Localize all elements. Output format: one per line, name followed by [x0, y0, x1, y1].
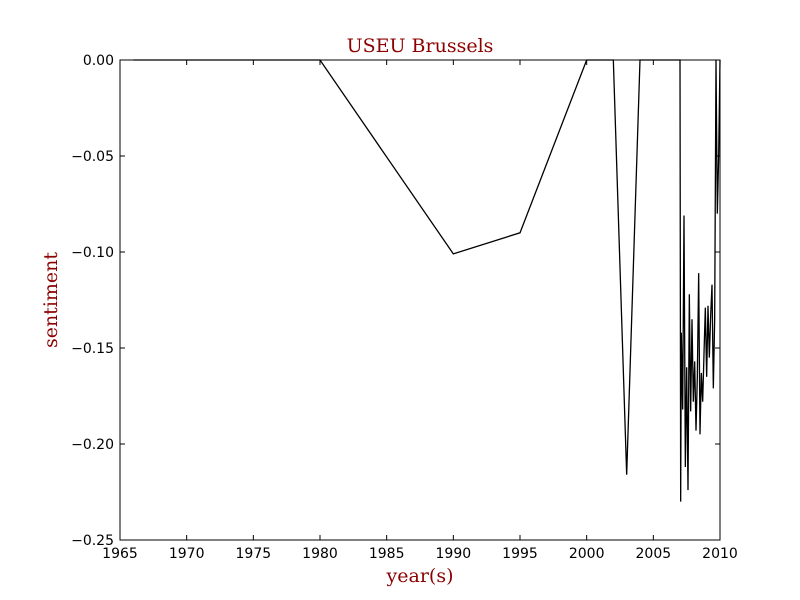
series-line [133, 59, 721, 502]
axis-ticks: 1965 1970 1975 1980 1985 1990 1995 2000 2005 2010… [71, 53, 738, 562]
y-tick-label: −0.05 [71, 149, 114, 165]
x-tick-label: 2005 [636, 546, 672, 562]
x-tick-label: 2000 [569, 546, 605, 562]
y-tick-label: −0.10 [71, 245, 114, 261]
y-axis-label: sentiment [40, 252, 62, 348]
x-tick-label: 1990 [436, 546, 472, 562]
y-tick-label: −0.15 [71, 341, 114, 357]
x-tick-label: 1970 [169, 546, 205, 562]
x-tick-label: 1975 [236, 546, 272, 562]
y-tick-label: −0.20 [71, 437, 114, 453]
axes-frame [119, 59, 721, 541]
chart-title: USEU Brussels [347, 35, 494, 57]
x-tick-label: 2010 [702, 546, 738, 562]
x-tick-label: 1995 [502, 546, 538, 562]
y-tick-label: −0.25 [71, 533, 114, 549]
x-axis-label: year(s) [386, 565, 454, 587]
x-tick-label: 1980 [302, 546, 338, 562]
x-tick-label: 1965 [102, 546, 138, 562]
plot-area [133, 59, 721, 502]
x-tick-label: 1985 [369, 546, 405, 562]
y-tick-label: 0.00 [83, 53, 114, 69]
